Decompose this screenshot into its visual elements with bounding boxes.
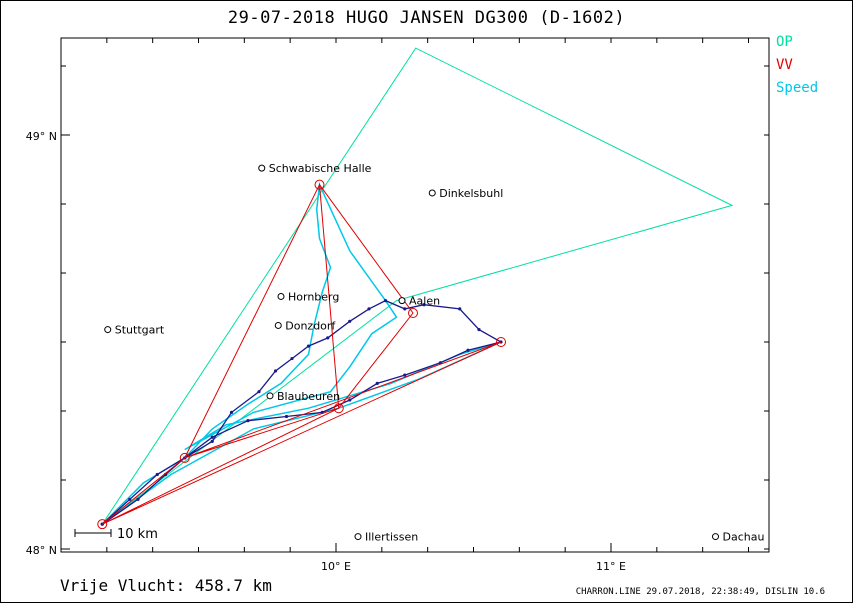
track-fix-point (290, 356, 294, 361)
track-fix-point (348, 398, 352, 402)
legend-vv: VV (776, 57, 793, 73)
track-fix-point (458, 307, 462, 311)
lon-tick-label: 10° E (321, 560, 351, 573)
generator-stamp: CHARRON.LINE 29.07.2018, 22:38:49, DISLI… (575, 587, 825, 597)
track-fix-point (403, 307, 407, 311)
scale-label: 10 km (117, 527, 158, 542)
town-label: Donzdorf (285, 319, 336, 332)
turnpoint-circle (179, 452, 190, 463)
track-fix-point (348, 319, 352, 323)
track-fix-point (128, 497, 132, 501)
track-fix-point (403, 373, 407, 377)
map-plot-frame (60, 37, 770, 553)
speed-track-line (101, 181, 502, 525)
track-fix-point (367, 307, 371, 311)
axis-ticks: 49° N 48° N 10° E 11° E (26, 38, 769, 573)
legend-speed: Speed (776, 80, 819, 96)
lon-tick-label: 11° E (596, 560, 626, 573)
scale-bar: 10 km (74, 527, 158, 542)
town-label: Schwabische Halle (269, 162, 372, 175)
town-label: Aalen (409, 295, 440, 308)
track-fix-point (326, 336, 330, 340)
track-fix-point (422, 303, 426, 307)
track-fix-point (246, 419, 250, 423)
town-marker (104, 326, 112, 334)
turnpoint-circle (496, 337, 506, 347)
turnpoint-circle (314, 179, 325, 190)
town-marker (274, 321, 282, 329)
town-marker (277, 292, 285, 300)
track-fix-point (477, 327, 481, 332)
town-marker (428, 189, 436, 197)
track-fix-point (210, 435, 214, 439)
track-fix-point (229, 410, 234, 414)
turnpoint-circle (408, 308, 418, 319)
flight-track-line (101, 299, 503, 525)
track-fix-point (284, 414, 289, 419)
lat-tick-label: 48° N (26, 544, 57, 557)
routes-layer (97, 47, 734, 530)
track-fix-point (155, 472, 159, 477)
turnpoint-circle (97, 519, 108, 530)
legend-op: OP (776, 34, 793, 50)
distance-label: Vrije Vlucht: 458.7 km (60, 576, 272, 595)
track-fix-point (306, 344, 311, 348)
town-label: Dachau (723, 531, 765, 544)
track-fix-point (375, 381, 379, 385)
track-fix-point (210, 439, 214, 443)
town-marker (354, 533, 362, 541)
vv-route-line (101, 182, 502, 525)
track-fix-point (257, 390, 261, 394)
towns-layer: Schwabische Halle Dinkelsbuhl Stuttgart Aal… (104, 162, 765, 544)
track-fix-point (383, 299, 388, 303)
town-label: Stuttgart (115, 324, 165, 337)
town-label: Dinkelsbuhl (439, 187, 503, 200)
town-marker (266, 392, 274, 400)
track-fix-point (136, 497, 140, 501)
town-label: Hornberg (288, 290, 339, 303)
lat-tick-label: 49° N (26, 130, 57, 143)
track-fix-point (466, 348, 470, 352)
town-marker (258, 164, 266, 172)
town-marker (712, 533, 719, 541)
op-route-line (101, 47, 734, 525)
turnpoint-circle (333, 403, 344, 414)
track-fix-point (273, 369, 278, 373)
town-label: Illertissen (365, 531, 418, 544)
map-title: 29-07-2018 HUGO JANSEN DG300 (D-1602) (227, 8, 626, 28)
town-label: Blaubeuren (277, 390, 340, 403)
town-marker (398, 297, 406, 305)
